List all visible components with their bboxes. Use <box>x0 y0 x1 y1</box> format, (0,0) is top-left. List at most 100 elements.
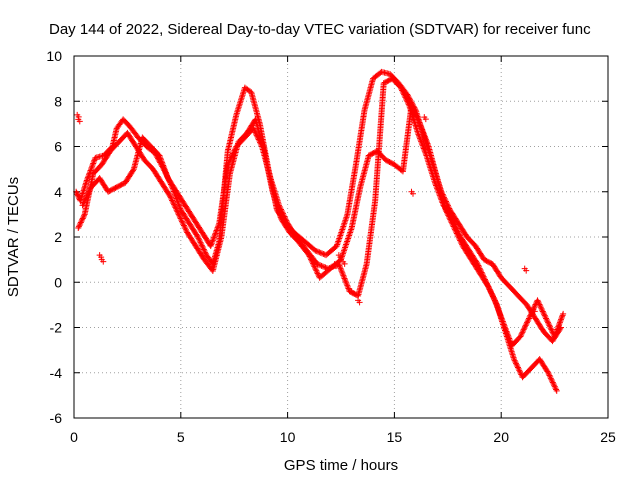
data-point <box>499 317 506 324</box>
data-point <box>344 282 351 289</box>
data-point <box>228 154 235 161</box>
data-point <box>311 263 318 270</box>
data-point <box>156 152 163 159</box>
data-point <box>175 211 182 218</box>
data-point <box>432 181 439 188</box>
data-point <box>317 262 324 269</box>
data-point <box>474 261 481 268</box>
data-point <box>535 300 542 307</box>
data-point <box>75 223 82 230</box>
data-point <box>278 206 285 213</box>
data-point <box>344 284 351 291</box>
data-point <box>208 240 215 247</box>
data-point <box>229 151 236 158</box>
data-point <box>521 325 528 332</box>
data-point <box>523 319 530 326</box>
data-point <box>208 241 215 248</box>
data-point <box>483 280 490 287</box>
x-axis-label: GPS time / hours <box>284 457 398 474</box>
data-point <box>80 214 87 221</box>
data-point <box>172 204 179 211</box>
data-point <box>415 131 422 138</box>
data-point <box>312 247 319 254</box>
data-point <box>494 304 501 311</box>
data-point <box>168 196 175 203</box>
data-point <box>473 259 480 266</box>
data-point <box>338 268 345 275</box>
data-point <box>546 372 553 379</box>
data-point <box>342 276 349 283</box>
data-point <box>544 318 551 325</box>
data-point <box>211 231 218 238</box>
data-point <box>311 264 318 271</box>
data-point <box>255 135 262 142</box>
data-point <box>548 326 555 333</box>
data-point <box>404 98 411 105</box>
data-point <box>425 142 432 149</box>
data-point <box>226 158 233 165</box>
data-point <box>228 153 235 160</box>
data-point <box>451 220 458 227</box>
data-point <box>170 200 177 207</box>
data-point <box>319 263 326 270</box>
data-point <box>211 233 218 240</box>
x-tick-label: 5 <box>177 429 185 445</box>
data-point <box>491 297 498 304</box>
data-point <box>535 298 542 305</box>
data-point <box>501 322 508 329</box>
data-point <box>414 129 421 136</box>
data-point <box>417 136 424 143</box>
data-point <box>492 298 499 305</box>
data-point <box>478 269 485 276</box>
data-point <box>157 155 164 162</box>
data-point <box>403 95 410 102</box>
data-point <box>541 311 548 318</box>
data-point <box>163 170 170 177</box>
data-point <box>517 370 524 377</box>
data-point <box>413 113 420 120</box>
data-point <box>513 361 520 368</box>
data-point <box>497 311 504 318</box>
data-point <box>421 132 428 139</box>
data-point <box>281 214 288 221</box>
data-point <box>545 369 552 376</box>
data-point <box>476 265 483 272</box>
data-point <box>500 319 507 326</box>
data-point <box>439 199 446 206</box>
data-point <box>418 138 425 145</box>
data-point <box>503 328 510 335</box>
data-point <box>401 93 408 100</box>
data-point <box>549 379 556 386</box>
data-point <box>479 272 486 279</box>
data-point <box>337 254 344 261</box>
data-point <box>100 258 107 265</box>
data-point <box>87 168 94 175</box>
data-point <box>524 318 531 325</box>
data-point <box>182 225 189 232</box>
data-point <box>167 193 174 200</box>
data-point <box>421 133 428 140</box>
y-tick-label: 8 <box>54 93 62 109</box>
data-point <box>409 190 416 197</box>
data-point <box>547 325 554 332</box>
data-point <box>279 210 286 217</box>
data-point <box>90 160 97 167</box>
data-point <box>76 222 83 229</box>
data-point <box>225 160 232 167</box>
data-point <box>196 238 203 245</box>
data-point <box>493 301 500 308</box>
data-point <box>546 322 553 329</box>
data-point <box>501 324 508 331</box>
data-point <box>421 148 428 155</box>
data-point <box>326 265 333 272</box>
y-tick-label: -6 <box>50 410 63 426</box>
data-point <box>86 187 93 194</box>
data-point <box>336 264 343 271</box>
data-point <box>159 161 166 168</box>
data-point <box>476 263 483 270</box>
data-point <box>403 97 410 104</box>
data-point <box>422 151 429 158</box>
data-point <box>547 375 554 382</box>
data-point <box>536 301 543 308</box>
